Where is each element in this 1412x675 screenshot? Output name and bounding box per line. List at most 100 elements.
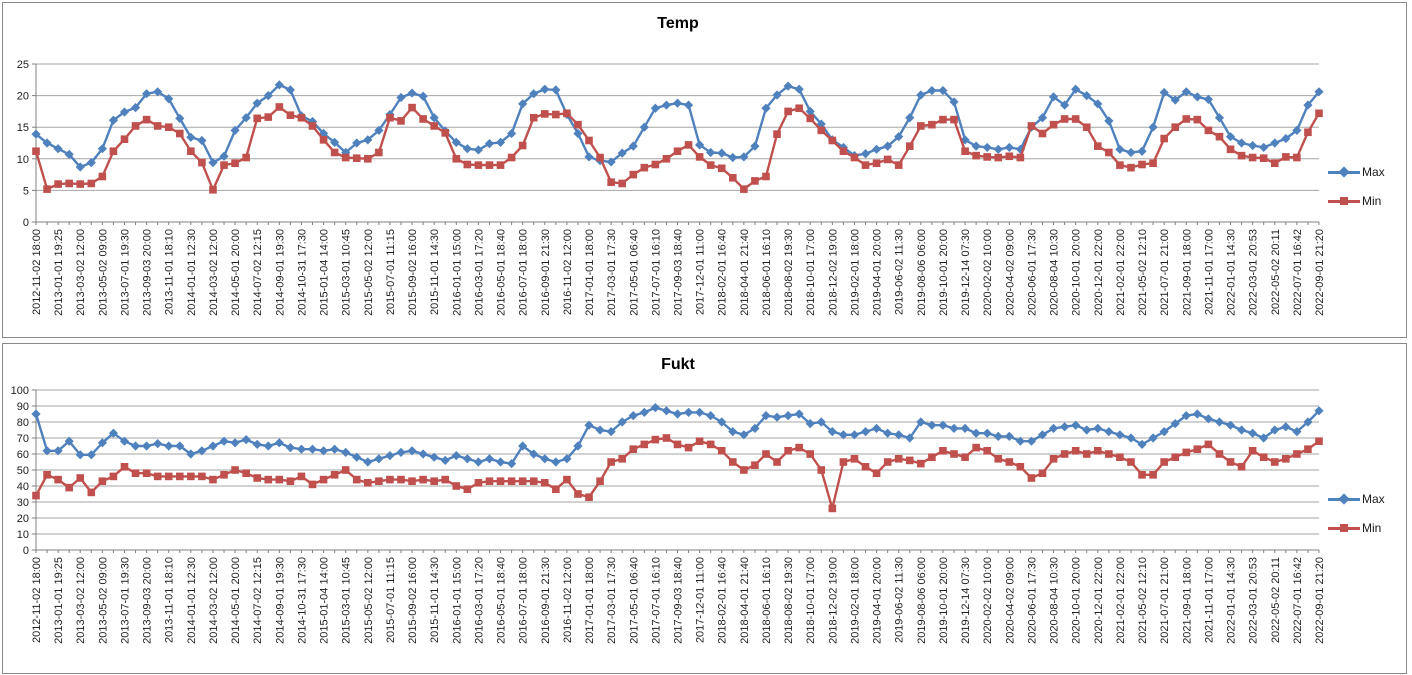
svg-text:2014-09-01 19:30: 2014-09-01 19:30 — [274, 229, 286, 316]
fukt-plot-area: 0 10 20 30 40 50 60 70 80 90 100 2012-11-02 18:00 20… — [11, 385, 1326, 644]
temp-chart-title: Temp — [657, 15, 699, 32]
svg-text:2013-03-02 12:00: 2013-03-02 12:00 — [75, 229, 87, 316]
svg-text:2021-05-02 12:10: 2021-05-02 12:10 — [1137, 229, 1149, 316]
svg-text:2022-03-01 20:53: 2022-03-01 20:53 — [1248, 229, 1260, 316]
svg-text:2017-07-01 16:10: 2017-07-01 16:10 — [650, 229, 662, 316]
legend-label-min: Min — [1362, 521, 1382, 535]
svg-text:2013-07-01 19:30: 2013-07-01 19:30 — [119, 229, 131, 316]
max-series-diamond-marker-icon — [1328, 166, 1360, 178]
svg-text:2020-04-02 09:00: 2020-04-02 09:00 — [1004, 229, 1016, 316]
svg-text:20: 20 — [17, 513, 29, 525]
svg-text:2016-07-01 18:00: 2016-07-01 18:00 — [518, 229, 530, 316]
temp-plot-area: 0 5 10 15 20 25 2012-11-02 18:00 2013-01-01 19:… — [17, 59, 1326, 316]
max-series-diamond-marker-icon — [1328, 493, 1360, 505]
svg-text:10: 10 — [17, 154, 29, 166]
svg-text:2021-07-01 21:00: 2021-07-01 21:00 — [1159, 557, 1171, 644]
legend-item-max[interactable]: Max — [1328, 163, 1400, 181]
legend-item-min[interactable]: Min — [1328, 192, 1400, 210]
svg-text:0: 0 — [23, 545, 29, 557]
svg-text:2014-10-31 17:30: 2014-10-31 17:30 — [296, 557, 308, 644]
svg-text:2020-02-02 10:00: 2020-02-02 10:00 — [982, 557, 994, 644]
svg-text:2021-02-01 22:00: 2021-02-01 22:00 — [1115, 557, 1127, 644]
svg-text:2013-01-01 19:25: 2013-01-01 19:25 — [53, 229, 65, 316]
svg-text:2022-03-01 20:53: 2022-03-01 20:53 — [1248, 557, 1260, 644]
svg-text:2019-12-14 07:30: 2019-12-14 07:30 — [960, 229, 972, 316]
legend-label-max: Max — [1362, 492, 1385, 506]
svg-text:2015-09-02 16:00: 2015-09-02 16:00 — [407, 557, 419, 644]
svg-text:100: 100 — [11, 385, 29, 397]
svg-text:2012-11-02 18:00: 2012-11-02 18:00 — [31, 557, 43, 643]
svg-text:2012-11-02 18:00: 2012-11-02 18:00 — [31, 229, 43, 315]
svg-text:70: 70 — [17, 433, 29, 445]
svg-text:2016-05-01 18:40: 2016-05-01 18:40 — [496, 557, 508, 644]
svg-text:2017-07-01 16:10: 2017-07-01 16:10 — [650, 557, 662, 644]
svg-text:2018-12-02 19:00: 2018-12-02 19:00 — [827, 557, 839, 644]
svg-text:2014-03-02 12:00: 2014-03-02 12:00 — [208, 229, 220, 316]
svg-text:2018-04-01 21:40: 2018-04-01 21:40 — [739, 229, 751, 316]
svg-text:2018-10-01 17:00: 2018-10-01 17:00 — [805, 557, 817, 644]
svg-text:2016-01-01 15:00: 2016-01-01 15:00 — [451, 229, 463, 316]
svg-text:90: 90 — [17, 401, 29, 413]
fukt-legend: Max Min — [1328, 490, 1400, 548]
min-series-square-marker-icon — [1328, 196, 1360, 206]
svg-text:2018-12-02 19:00: 2018-12-02 19:00 — [827, 229, 839, 316]
svg-text:15: 15 — [17, 122, 29, 134]
svg-text:2016-07-01 18:00: 2016-07-01 18:00 — [518, 557, 530, 644]
svg-text:2015-03-01 10:45: 2015-03-01 10:45 — [341, 557, 353, 644]
svg-text:2019-06-02 11:30: 2019-06-02 11:30 — [894, 557, 906, 643]
svg-text:2019-04-01 20:00: 2019-04-01 20:00 — [872, 229, 884, 316]
svg-text:2022-01-01 14:30: 2022-01-01 14:30 — [1226, 229, 1238, 316]
svg-text:2018-08-02 19:30: 2018-08-02 19:30 — [783, 557, 795, 644]
svg-text:2017-03-01 17:30: 2017-03-01 17:30 — [606, 229, 618, 316]
svg-text:2015-07-01 11:15: 2015-07-01 11:15 — [385, 229, 397, 315]
svg-text:2020-06-01 17:30: 2020-06-01 17:30 — [1026, 557, 1038, 644]
svg-text:2018-02-01 16:40: 2018-02-01 16:40 — [717, 229, 729, 316]
svg-text:50: 50 — [17, 465, 29, 477]
svg-text:2015-03-01 10:45: 2015-03-01 10:45 — [341, 229, 353, 316]
fukt-chart[interactable]: Fukt 0 10 20 30 40 50 60 70 80 90 100 2012-11-02 18… — [2, 343, 1407, 674]
svg-text:2019-04-01 20:00: 2019-04-01 20:00 — [872, 557, 884, 644]
svg-text:2014-09-01 19:30: 2014-09-01 19:30 — [274, 557, 286, 644]
svg-text:20: 20 — [17, 91, 29, 103]
svg-text:2019-08-06 06:00: 2019-08-06 06:00 — [916, 229, 928, 316]
svg-text:2017-12-01 11:00: 2017-12-01 11:00 — [695, 229, 707, 315]
svg-text:2021-09-01 18:00: 2021-09-01 18:00 — [1181, 229, 1193, 316]
legend-item-max[interactable]: Max — [1328, 490, 1400, 508]
svg-text:2014-01-01 12:30: 2014-01-01 12:30 — [186, 229, 198, 316]
svg-text:2015-11-01 14:30: 2015-11-01 14:30 — [429, 229, 441, 315]
svg-text:2015-01-04 14:00: 2015-01-04 14:00 — [319, 229, 331, 316]
svg-text:2021-05-02 12:10: 2021-05-02 12:10 — [1137, 557, 1149, 644]
svg-text:2013-11-01 18:10: 2013-11-01 18:10 — [164, 229, 176, 315]
legend-label-min: Min — [1362, 194, 1382, 208]
svg-text:2014-01-01 12:30: 2014-01-01 12:30 — [186, 557, 198, 644]
fukt-chart-title: Fukt — [661, 356, 695, 373]
svg-text:40: 40 — [17, 481, 29, 493]
svg-text:2020-02-02 10:00: 2020-02-02 10:00 — [982, 229, 994, 316]
svg-text:2022-05-02 20:11: 2022-05-02 20:11 — [1270, 229, 1282, 315]
svg-text:2021-11-01 17:00: 2021-11-01 17:00 — [1203, 229, 1215, 315]
svg-text:2014-10-31 17:30: 2014-10-31 17:30 — [296, 229, 308, 316]
svg-text:80: 80 — [17, 417, 29, 429]
svg-text:2013-01-01 19:25: 2013-01-01 19:25 — [53, 557, 65, 644]
svg-text:2021-07-01 21:00: 2021-07-01 21:00 — [1159, 229, 1171, 316]
svg-text:2017-01-01 18:00: 2017-01-01 18:00 — [584, 557, 596, 644]
svg-text:2020-04-02 09:00: 2020-04-02 09:00 — [1004, 557, 1016, 644]
svg-text:2021-02-01 22:00: 2021-02-01 22:00 — [1115, 229, 1127, 316]
svg-text:2014-03-02 12:00: 2014-03-02 12:00 — [208, 557, 220, 644]
svg-text:2017-03-01 17:30: 2017-03-01 17:30 — [606, 557, 618, 644]
temp-legend: Max Min — [1328, 163, 1400, 221]
svg-text:2020-06-01 17:30: 2020-06-01 17:30 — [1026, 229, 1038, 316]
svg-text:2013-07-01 19:30: 2013-07-01 19:30 — [119, 557, 131, 644]
svg-text:2019-10-01 20:00: 2019-10-01 20:00 — [938, 557, 950, 644]
svg-text:0: 0 — [23, 217, 29, 229]
svg-text:2019-08-06 06:00: 2019-08-06 06:00 — [916, 557, 928, 644]
svg-text:2013-05-02 09:00: 2013-05-02 09:00 — [97, 557, 109, 644]
svg-text:2016-03-01 17:20: 2016-03-01 17:20 — [473, 557, 485, 644]
svg-text:5: 5 — [23, 185, 29, 197]
temp-chart[interactable]: Temp 0 5 10 15 20 25 2012-11-02 18:00 2013-01-0… — [2, 2, 1407, 338]
svg-text:60: 60 — [17, 449, 29, 461]
legend-item-min[interactable]: Min — [1328, 519, 1400, 537]
svg-text:2022-09-01 21:20: 2022-09-01 21:20 — [1314, 557, 1326, 644]
svg-text:2022-05-02 20:11: 2022-05-02 20:11 — [1270, 557, 1282, 643]
svg-text:2018-08-02 19:30: 2018-08-02 19:30 — [783, 229, 795, 316]
